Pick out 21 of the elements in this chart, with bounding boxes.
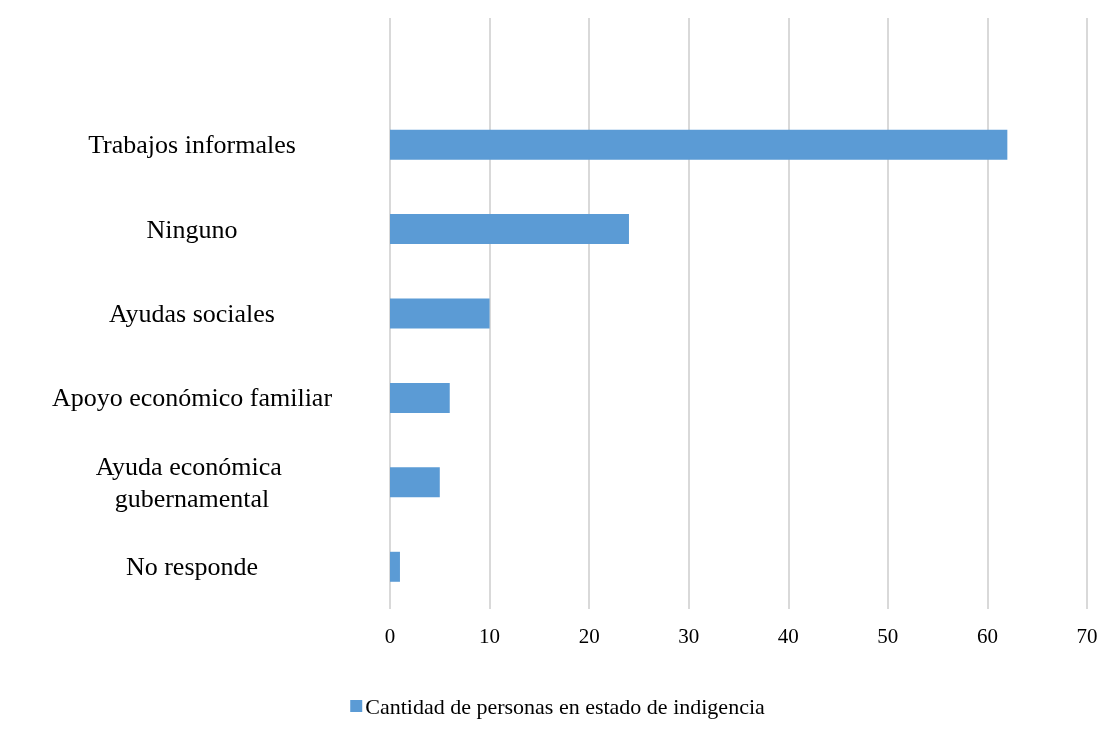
x-tick-label: 20	[578, 623, 600, 648]
x-tick-label: 0	[384, 623, 396, 648]
y-tick-label: Ninguno	[146, 214, 238, 244]
x-tick-label: 50	[877, 623, 899, 648]
y-tick-label: No responde	[125, 552, 259, 582]
x-tick-label: 70	[1076, 623, 1098, 648]
bar	[390, 551, 400, 582]
bar	[390, 298, 490, 329]
bar	[390, 129, 1008, 160]
y-tick-label: Ayudas sociales	[109, 299, 275, 328]
y-tick-label: Ayuda económica gubernamental	[95, 451, 289, 513]
legend-label: Cantidad de personas en estado de indigencia	[365, 693, 765, 719]
bar	[390, 382, 450, 413]
x-tick-label: 60	[976, 623, 998, 648]
x-tick-label: 10	[479, 623, 501, 648]
bar	[390, 214, 629, 245]
x-tick-label: 30	[678, 623, 700, 648]
y-tick-label: Apoyo económico familiar	[51, 383, 333, 413]
x-tick-label: 40	[777, 623, 799, 648]
y-tick-label: Trabajos informales	[88, 130, 296, 160]
bar	[390, 467, 440, 498]
